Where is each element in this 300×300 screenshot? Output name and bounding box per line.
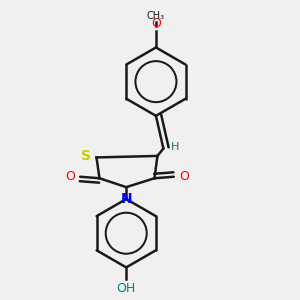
Text: N: N xyxy=(120,192,132,206)
Text: CH₃: CH₃ xyxy=(147,11,165,21)
Text: O: O xyxy=(65,170,75,183)
Text: OH: OH xyxy=(117,282,136,295)
Text: O: O xyxy=(179,170,189,183)
Text: O: O xyxy=(151,16,161,30)
Text: S: S xyxy=(81,149,91,163)
Text: H: H xyxy=(171,142,179,152)
